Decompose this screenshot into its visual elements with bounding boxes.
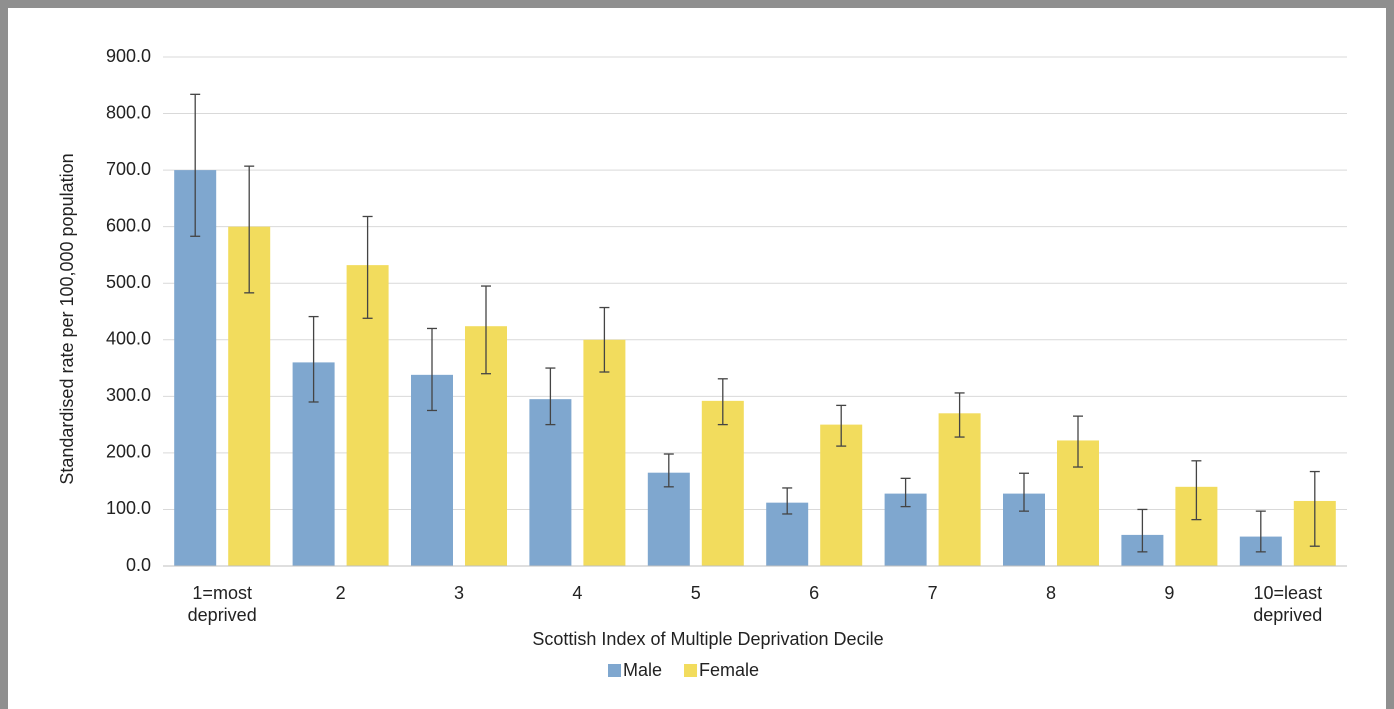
- error-bar: [663, 453, 674, 488]
- error-bar: [1309, 470, 1320, 547]
- legend-swatch: [684, 664, 698, 677]
- error-bar: [308, 315, 319, 403]
- y-tick-label: 600.0: [106, 215, 151, 235]
- bar: [529, 399, 572, 566]
- error-bar: [954, 392, 965, 438]
- y-tick-label: 100.0: [106, 498, 151, 518]
- legend-swatch: [608, 664, 621, 677]
- y-tick-label: 500.0: [106, 272, 151, 292]
- error-bar: [545, 367, 556, 426]
- error-bar: [599, 306, 610, 373]
- error-bar: [1191, 460, 1202, 521]
- bar: [583, 339, 626, 566]
- x-axis-label: Scottish Index of Multiple Deprivation D…: [532, 629, 883, 649]
- x-tick-label: 5: [690, 583, 701, 603]
- legend-label: Female: [699, 660, 759, 680]
- y-axis-label: Standardised rate per 100,000 population: [57, 153, 77, 484]
- y-tick-label: 900.0: [106, 46, 151, 66]
- x-tick-label: 3: [453, 583, 464, 603]
- error-bar: [190, 93, 201, 237]
- x-tick-label: 1=most deprived: [187, 583, 257, 625]
- x-tick-label: 6: [809, 583, 820, 603]
- bar: [647, 472, 690, 566]
- x-tick-label: 2: [335, 583, 346, 603]
- error-bar: [717, 378, 728, 426]
- error-bar: [1019, 472, 1029, 512]
- y-tick-label: 200.0: [106, 442, 151, 462]
- error-bar: [1137, 508, 1148, 553]
- bar: [701, 400, 744, 566]
- error-bar: [481, 285, 491, 375]
- x-tick-label: 8: [1045, 583, 1056, 603]
- error-bar: [1255, 510, 1266, 553]
- legend-label: Male: [623, 660, 662, 680]
- error-bar: [427, 327, 437, 412]
- x-tick-label: 9: [1164, 583, 1175, 603]
- y-tick-label: 300.0: [106, 385, 151, 405]
- bar: [820, 424, 863, 566]
- error-bar: [782, 487, 793, 515]
- x-tick-label: 7: [927, 583, 938, 603]
- bar: [938, 413, 981, 566]
- y-tick-label: 800.0: [106, 102, 151, 122]
- error-bar: [900, 477, 911, 508]
- chart: Standardised rate per 100,000 population…: [57, 46, 1347, 680]
- y-tick-label: 0.0: [126, 555, 151, 575]
- error-bar: [362, 215, 373, 319]
- error-bar: [1073, 415, 1083, 468]
- error-bar: [836, 404, 847, 447]
- y-tick-label: 700.0: [106, 159, 151, 179]
- y-tick-label: 400.0: [106, 329, 151, 349]
- error-bar: [244, 165, 255, 294]
- x-tick-label: 4: [572, 583, 583, 603]
- x-tick-label: 10=least deprived: [1253, 583, 1323, 625]
